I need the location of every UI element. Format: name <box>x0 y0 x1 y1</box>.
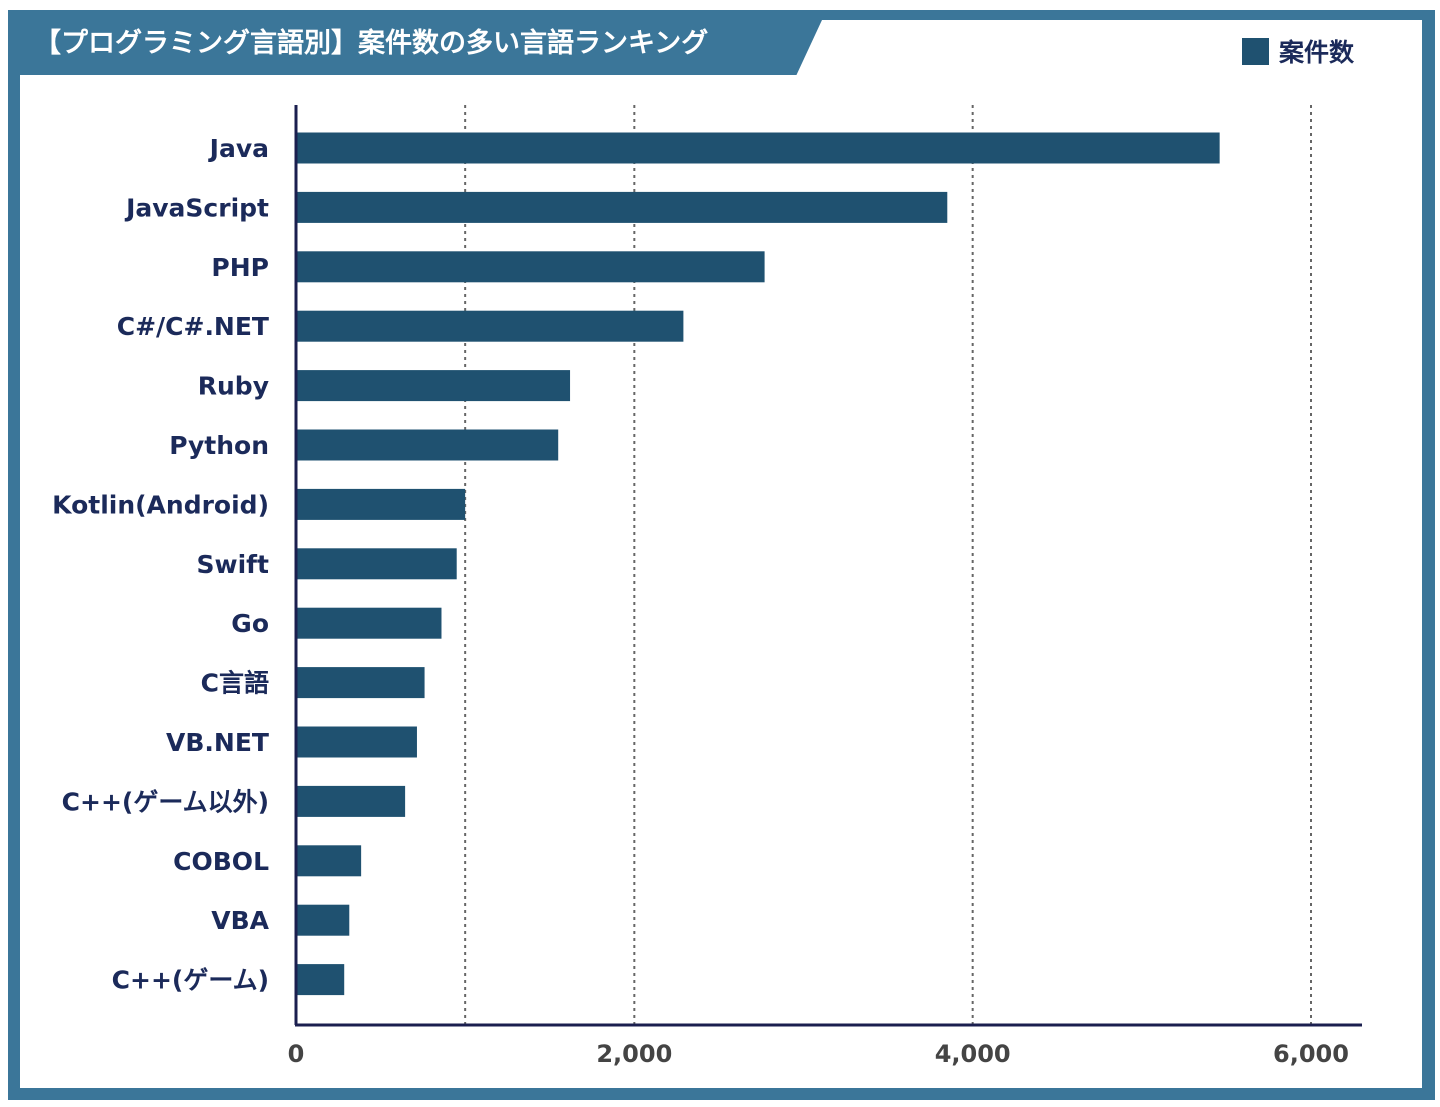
category-label: C#/C#.NET <box>117 312 269 341</box>
x-tick-label: 0 <box>288 1040 305 1068</box>
category-label: VB.NET <box>166 728 269 757</box>
bar <box>296 667 425 699</box>
bar <box>296 904 350 936</box>
category-label: Python <box>169 431 269 460</box>
category-label: Ruby <box>198 372 269 401</box>
bar <box>296 370 571 402</box>
category-label: Go <box>231 609 269 638</box>
legend-label: 案件数 <box>1278 38 1355 67</box>
category-label: C++(ゲーム) <box>112 966 269 995</box>
plot-background <box>20 75 1422 1088</box>
bar <box>296 132 1220 164</box>
bar <box>296 488 466 520</box>
category-label: VBA <box>211 906 269 935</box>
category-label: Kotlin(Android) <box>52 490 269 519</box>
bar <box>296 191 948 223</box>
legend-swatch <box>1242 38 1269 65</box>
x-tick-label: 6,000 <box>1273 1040 1349 1068</box>
category-label: JavaScript <box>124 193 269 222</box>
bar <box>296 726 417 758</box>
bar <box>296 607 442 639</box>
chart-title: 【プログラミング言語別】案件数の多い言語ランキング <box>34 27 708 59</box>
bar <box>296 785 406 817</box>
bar <box>296 845 362 877</box>
category-label: Swift <box>197 550 270 579</box>
x-tick-label: 4,000 <box>935 1040 1011 1068</box>
x-tick-label: 2,000 <box>596 1040 672 1068</box>
category-label: COBOL <box>173 847 269 876</box>
category-label: C言語 <box>201 669 269 698</box>
bar <box>296 251 765 283</box>
category-label: C++(ゲーム以外) <box>62 787 269 816</box>
category-label: PHP <box>211 253 269 282</box>
bar <box>296 548 457 580</box>
bar <box>296 964 345 996</box>
bar <box>296 310 684 342</box>
bar <box>296 429 559 461</box>
category-label: Java <box>208 134 269 163</box>
